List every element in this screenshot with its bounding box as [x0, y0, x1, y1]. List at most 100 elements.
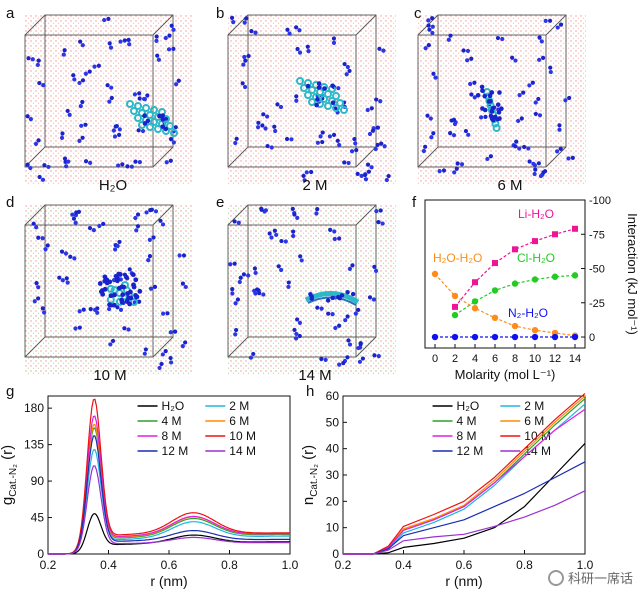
- n2-atom: [26, 56, 31, 61]
- data-point: [451, 292, 459, 300]
- n2-atom: [536, 96, 541, 102]
- n2-atom: [356, 307, 361, 313]
- n2-atom: [165, 311, 170, 316]
- n2-atom: [376, 354, 381, 359]
- n2-atom: [259, 207, 264, 212]
- x-tick-label: 0.6: [161, 558, 178, 572]
- y-axis-label-tail: (r): [0, 445, 16, 464]
- n2-atom: [309, 169, 314, 175]
- n2-atom: [337, 323, 342, 328]
- n2-atom: [40, 177, 46, 182]
- box-edge: [152, 204, 174, 226]
- n2-atom: [263, 126, 268, 131]
- n2-atom: [88, 160, 93, 165]
- md-snapshot-e: e: [216, 194, 396, 375]
- n2-atom: [345, 289, 350, 295]
- box-edge: [355, 14, 377, 36]
- n2-atom: [382, 144, 387, 149]
- n2-atom: [536, 161, 541, 166]
- n2-atom: [332, 236, 337, 242]
- n2-atom: [425, 113, 430, 118]
- n2-atom: [102, 17, 107, 23]
- cluster-ring: [296, 77, 304, 85]
- n2-atom: [92, 307, 98, 312]
- n2-atom: [468, 81, 473, 87]
- md-snapshot-c: c: [414, 5, 586, 185]
- n2-atom: [160, 113, 166, 118]
- n2-atom: [176, 78, 181, 83]
- n2-atom: [83, 122, 88, 127]
- n2-atom: [293, 336, 299, 341]
- n2-atom: [246, 53, 251, 59]
- data-point: [491, 314, 499, 322]
- y-axis-label-main: g: [0, 497, 16, 505]
- n2-atom: [567, 95, 572, 101]
- n2-atom: [251, 351, 256, 357]
- x-tick-label: 0.4: [395, 558, 412, 572]
- n2-atom: [137, 96, 142, 101]
- n2-atom: [60, 278, 65, 283]
- n2-atom: [59, 249, 65, 254]
- box-back-face: [44, 204, 174, 338]
- n2-atom: [148, 286, 154, 291]
- n2-atom: [489, 90, 495, 95]
- n2-atom: [261, 292, 266, 297]
- series-line: [454, 228, 576, 308]
- n2-atom: [155, 53, 160, 58]
- caption-c: 6 M: [497, 177, 522, 194]
- n2-atom: [160, 352, 165, 357]
- n2-atom: [64, 276, 69, 281]
- n2-atom: [485, 156, 490, 162]
- n2-atom: [427, 27, 432, 32]
- n2-atom: [149, 207, 154, 212]
- legend-entry: 4 M: [162, 414, 182, 428]
- n2-atom: [36, 285, 41, 290]
- x-tick-label: 0: [432, 353, 438, 365]
- n2-atom: [255, 287, 260, 292]
- x-tick-label: 12: [549, 353, 561, 365]
- n2-atom: [59, 135, 65, 140]
- n2-atom: [70, 212, 75, 217]
- n2-atom: [423, 46, 428, 51]
- n2-atom: [517, 146, 522, 151]
- n2-atom: [37, 174, 42, 180]
- n2-atom: [374, 209, 379, 214]
- series-label: Cl-H₂O: [517, 251, 555, 265]
- cluster-ring: [142, 104, 150, 112]
- n2-atom: [28, 117, 33, 122]
- n2-atom: [127, 301, 132, 307]
- n2-atom: [122, 38, 127, 43]
- n2-atom: [332, 229, 337, 234]
- n2-atom: [540, 55, 546, 61]
- n2-atom: [151, 235, 156, 240]
- n2-atom: [126, 37, 131, 43]
- n2-atom: [43, 247, 48, 252]
- n2-atom: [295, 215, 300, 220]
- n2-atom: [299, 258, 304, 263]
- n2-atom: [255, 125, 261, 130]
- n2-atom: [109, 85, 114, 90]
- n2-atom: [328, 227, 333, 232]
- n2-atom: [77, 325, 82, 330]
- n2-atom: [448, 131, 453, 136]
- n2-atom: [72, 256, 77, 261]
- n2-atom: [88, 307, 93, 312]
- y-tick-label: -25: [589, 298, 605, 310]
- n2-atom: [174, 82, 179, 87]
- panel-label-d: d: [6, 194, 14, 211]
- data-point: [431, 270, 439, 278]
- n2-atom: [480, 88, 485, 94]
- n2-atom: [137, 91, 142, 96]
- n2-atom: [141, 96, 147, 102]
- n2-atom: [80, 78, 86, 83]
- n2-atom: [45, 243, 50, 248]
- panel-label-c: c: [414, 5, 422, 22]
- n2-atom: [330, 100, 336, 106]
- n2-atom: [274, 232, 279, 238]
- n2-atom: [73, 220, 78, 225]
- n2-atom: [261, 112, 266, 117]
- box-edge: [24, 14, 46, 36]
- n2-atom: [267, 231, 272, 236]
- n2-atom: [124, 274, 129, 280]
- n2-atom: [541, 170, 546, 175]
